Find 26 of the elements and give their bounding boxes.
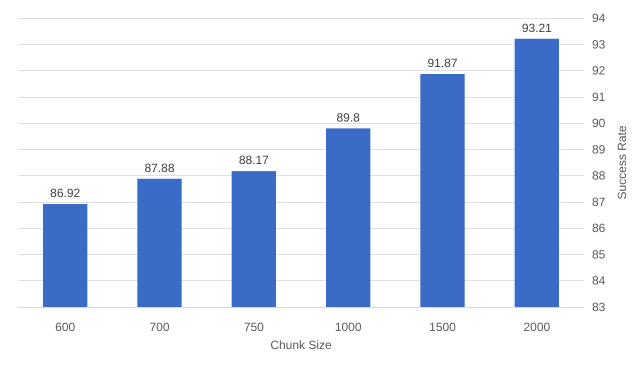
data-label: 91.87 [427,56,458,70]
x-tick-label: 600 [55,320,76,334]
y-tick-label: 84 [592,274,606,288]
y-tick-label: 92 [592,64,606,78]
x-tick-label: 2000 [523,320,551,334]
data-label: 86.92 [50,186,81,200]
x-tick-label: 750 [244,320,264,334]
y-tick-label: 93 [592,37,606,52]
data-label: 89.8 [336,110,360,124]
y-axis-title: Success Rate [615,125,630,200]
y-tick-label: 83 [592,300,606,314]
y-tick-label: 87 [592,194,606,209]
y-tick-label: 86 [592,221,606,236]
y-tick-label: 85 [592,247,606,262]
data-label: 93.21 [522,20,552,35]
y-tick-label: 90 [592,116,606,130]
x-axis-title: Chunk Size [270,338,332,352]
data-label: 87.88 [144,160,175,175]
data-label: 88.17 [238,153,270,168]
x-tick-label: 1000 [334,320,362,334]
x-tick-label: 700 [149,320,170,334]
y-tick-label: 88 [592,168,606,183]
y-tick-label: 91 [592,90,606,104]
y-tick-label: 94 [592,11,606,25]
y-tick-label: 89 [592,142,606,156]
x-tick-label: 1500 [429,320,456,334]
